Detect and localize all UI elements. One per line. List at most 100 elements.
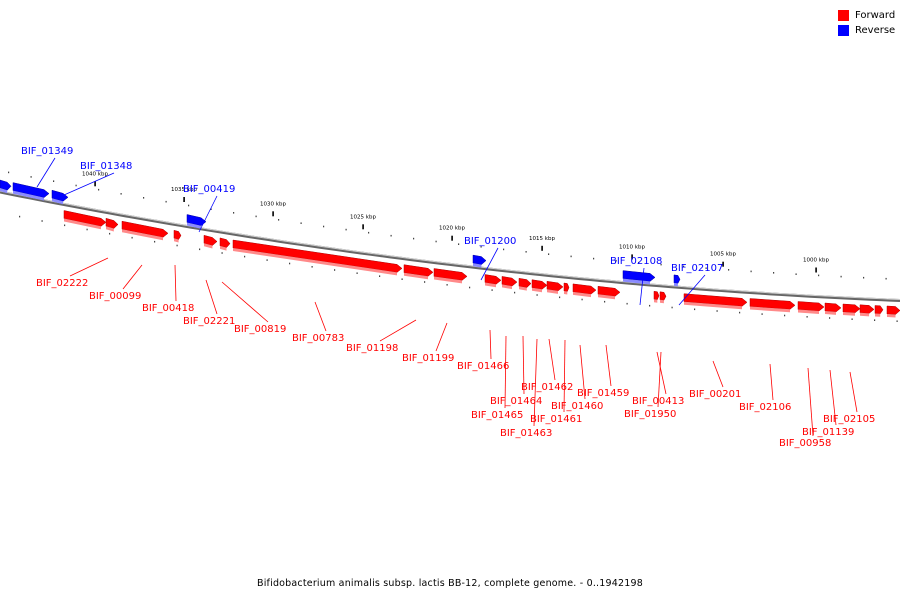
forward-gene-arrow[interactable]	[859, 304, 875, 314]
reverse-gene-arrow[interactable]	[51, 189, 69, 202]
gene-label[interactable]: BIF_01461	[530, 414, 582, 425]
reverse-gene-arrow[interactable]	[673, 274, 681, 284]
reverse-gene-arrow[interactable]	[12, 182, 50, 198]
gene-label[interactable]: BIF_00418	[142, 303, 194, 314]
forward-gene-arrow[interactable]	[63, 210, 107, 227]
gene-label[interactable]: BIF_01199	[402, 353, 454, 364]
forward-gene-arrow[interactable]	[219, 237, 231, 248]
minor-tick	[289, 262, 291, 265]
forward-gene-arrow[interactable]	[659, 291, 667, 301]
gene-label[interactable]: BIF_00413	[632, 396, 684, 407]
forward-gene-arrow[interactable]	[203, 234, 218, 246]
forward-gene-arrow[interactable]	[173, 229, 182, 240]
gene-label[interactable]: BIF_01460	[551, 401, 603, 412]
minor-tick	[120, 193, 122, 195]
forward-gene-arrow[interactable]	[121, 220, 169, 238]
gene-label[interactable]: BIF_01466	[457, 361, 509, 372]
major-tick	[272, 211, 274, 217]
minor-tick	[536, 294, 538, 296]
minor-tick	[514, 291, 516, 294]
forward-gene-arrow[interactable]	[653, 291, 660, 300]
forward-gene-arrow[interactable]	[484, 274, 502, 285]
axis-tick-label: 1025 kbp	[350, 214, 376, 220]
forward-gene-arrow[interactable]	[546, 281, 564, 292]
minor-tick	[683, 265, 685, 268]
axis-tick-label: 1010 kbp	[619, 244, 645, 250]
major-tick	[362, 224, 364, 230]
gene-label[interactable]: BIF_00783	[292, 333, 344, 344]
forward-gene-arrow[interactable]	[597, 286, 621, 297]
gene-label[interactable]: BIF_00419	[183, 184, 235, 195]
gene-label[interactable]: BIF_02106	[739, 402, 791, 413]
reverse-gene-arrow[interactable]	[0, 179, 12, 191]
legend-forward-label: Forward	[855, 10, 896, 21]
minor-tick	[19, 215, 21, 218]
gene-label[interactable]: BIF_01464	[490, 396, 542, 407]
gene-label[interactable]: BIF_02105	[823, 414, 875, 425]
gene-shading	[674, 282, 678, 287]
forward-gene-arrow[interactable]	[874, 305, 884, 315]
forward-gene-arrow[interactable]	[797, 301, 825, 312]
gene-label[interactable]: BIF_01465	[471, 410, 523, 421]
minor-tick	[649, 304, 651, 307]
gene-shading	[404, 272, 428, 280]
gene-shading	[220, 245, 227, 251]
forward-gene-arrow[interactable]	[572, 283, 597, 295]
forward-gene-arrow[interactable]	[232, 239, 403, 273]
reverse-gene-arrow[interactable]	[622, 270, 656, 282]
backbone-line	[0, 190, 900, 303]
minor-tick	[75, 184, 77, 187]
forward-gene-arrow[interactable]	[683, 293, 748, 307]
forward-gene-arrow[interactable]	[501, 276, 518, 287]
gene-shading	[843, 312, 855, 316]
gene-label[interactable]: BIF_02222	[36, 278, 88, 289]
forward-gene-arrow[interactable]	[518, 278, 532, 288]
gene-shading	[106, 226, 114, 232]
gene-label[interactable]: BIF_01200	[464, 236, 516, 247]
gene-label[interactable]: BIF_01459	[577, 388, 629, 399]
gene-label[interactable]: BIF_02108	[610, 256, 662, 267]
gene-label[interactable]: BIF_01462	[521, 382, 573, 393]
minor-tick	[570, 255, 572, 258]
forward-gene-arrow[interactable]	[749, 298, 796, 310]
forward-gene-arrow[interactable]	[105, 217, 119, 229]
gene-label[interactable]: BIF_02221	[183, 316, 235, 327]
minor-tick	[221, 252, 223, 254]
minor-tick	[604, 300, 606, 303]
forward-gene-arrow[interactable]	[403, 264, 434, 277]
gene-label[interactable]: BIF_00958	[779, 438, 831, 449]
gene-label[interactable]: BIF_01950	[624, 409, 676, 420]
minor-tick	[379, 275, 381, 277]
minor-tick	[863, 276, 865, 279]
gene-label[interactable]: BIF_01463	[500, 428, 552, 439]
minor-tick	[525, 251, 527, 253]
minor-tick	[806, 316, 808, 318]
label-leader-line	[174, 264, 177, 302]
forward-gene-arrow[interactable]	[886, 305, 900, 315]
label-leader-line	[205, 279, 218, 315]
gene-label[interactable]: BIF_01198	[346, 343, 398, 354]
forward-gene-arrow[interactable]	[563, 282, 570, 292]
gene-label[interactable]: BIF_01348	[80, 161, 132, 172]
minor-tick	[368, 231, 370, 234]
minor-tick	[334, 269, 336, 271]
forward-gene-arrow[interactable]	[824, 302, 842, 313]
gene-label[interactable]: BIF_01139	[802, 427, 854, 438]
forward-gene-arrow[interactable]	[433, 268, 468, 281]
gene-shading	[13, 190, 44, 201]
gene-label[interactable]: BIF_02107	[671, 263, 723, 274]
gene-label[interactable]: BIF_00819	[234, 324, 286, 335]
minor-tick	[311, 266, 313, 268]
minor-tick	[300, 222, 302, 224]
label-leader-line	[769, 363, 774, 401]
label-leader-line	[379, 319, 417, 342]
major-tick	[94, 181, 96, 187]
forward-gene-arrow[interactable]	[842, 303, 861, 314]
label-leader-line	[504, 335, 507, 409]
gene-label[interactable]: BIF_00201	[689, 389, 741, 400]
forward-gene-arrow[interactable]	[531, 279, 548, 290]
gene-label[interactable]: BIF_01349	[21, 146, 73, 157]
gene-label[interactable]: BIF_00099	[89, 291, 141, 302]
reverse-gene-arrow[interactable]	[472, 254, 487, 265]
major-tick	[451, 235, 453, 241]
